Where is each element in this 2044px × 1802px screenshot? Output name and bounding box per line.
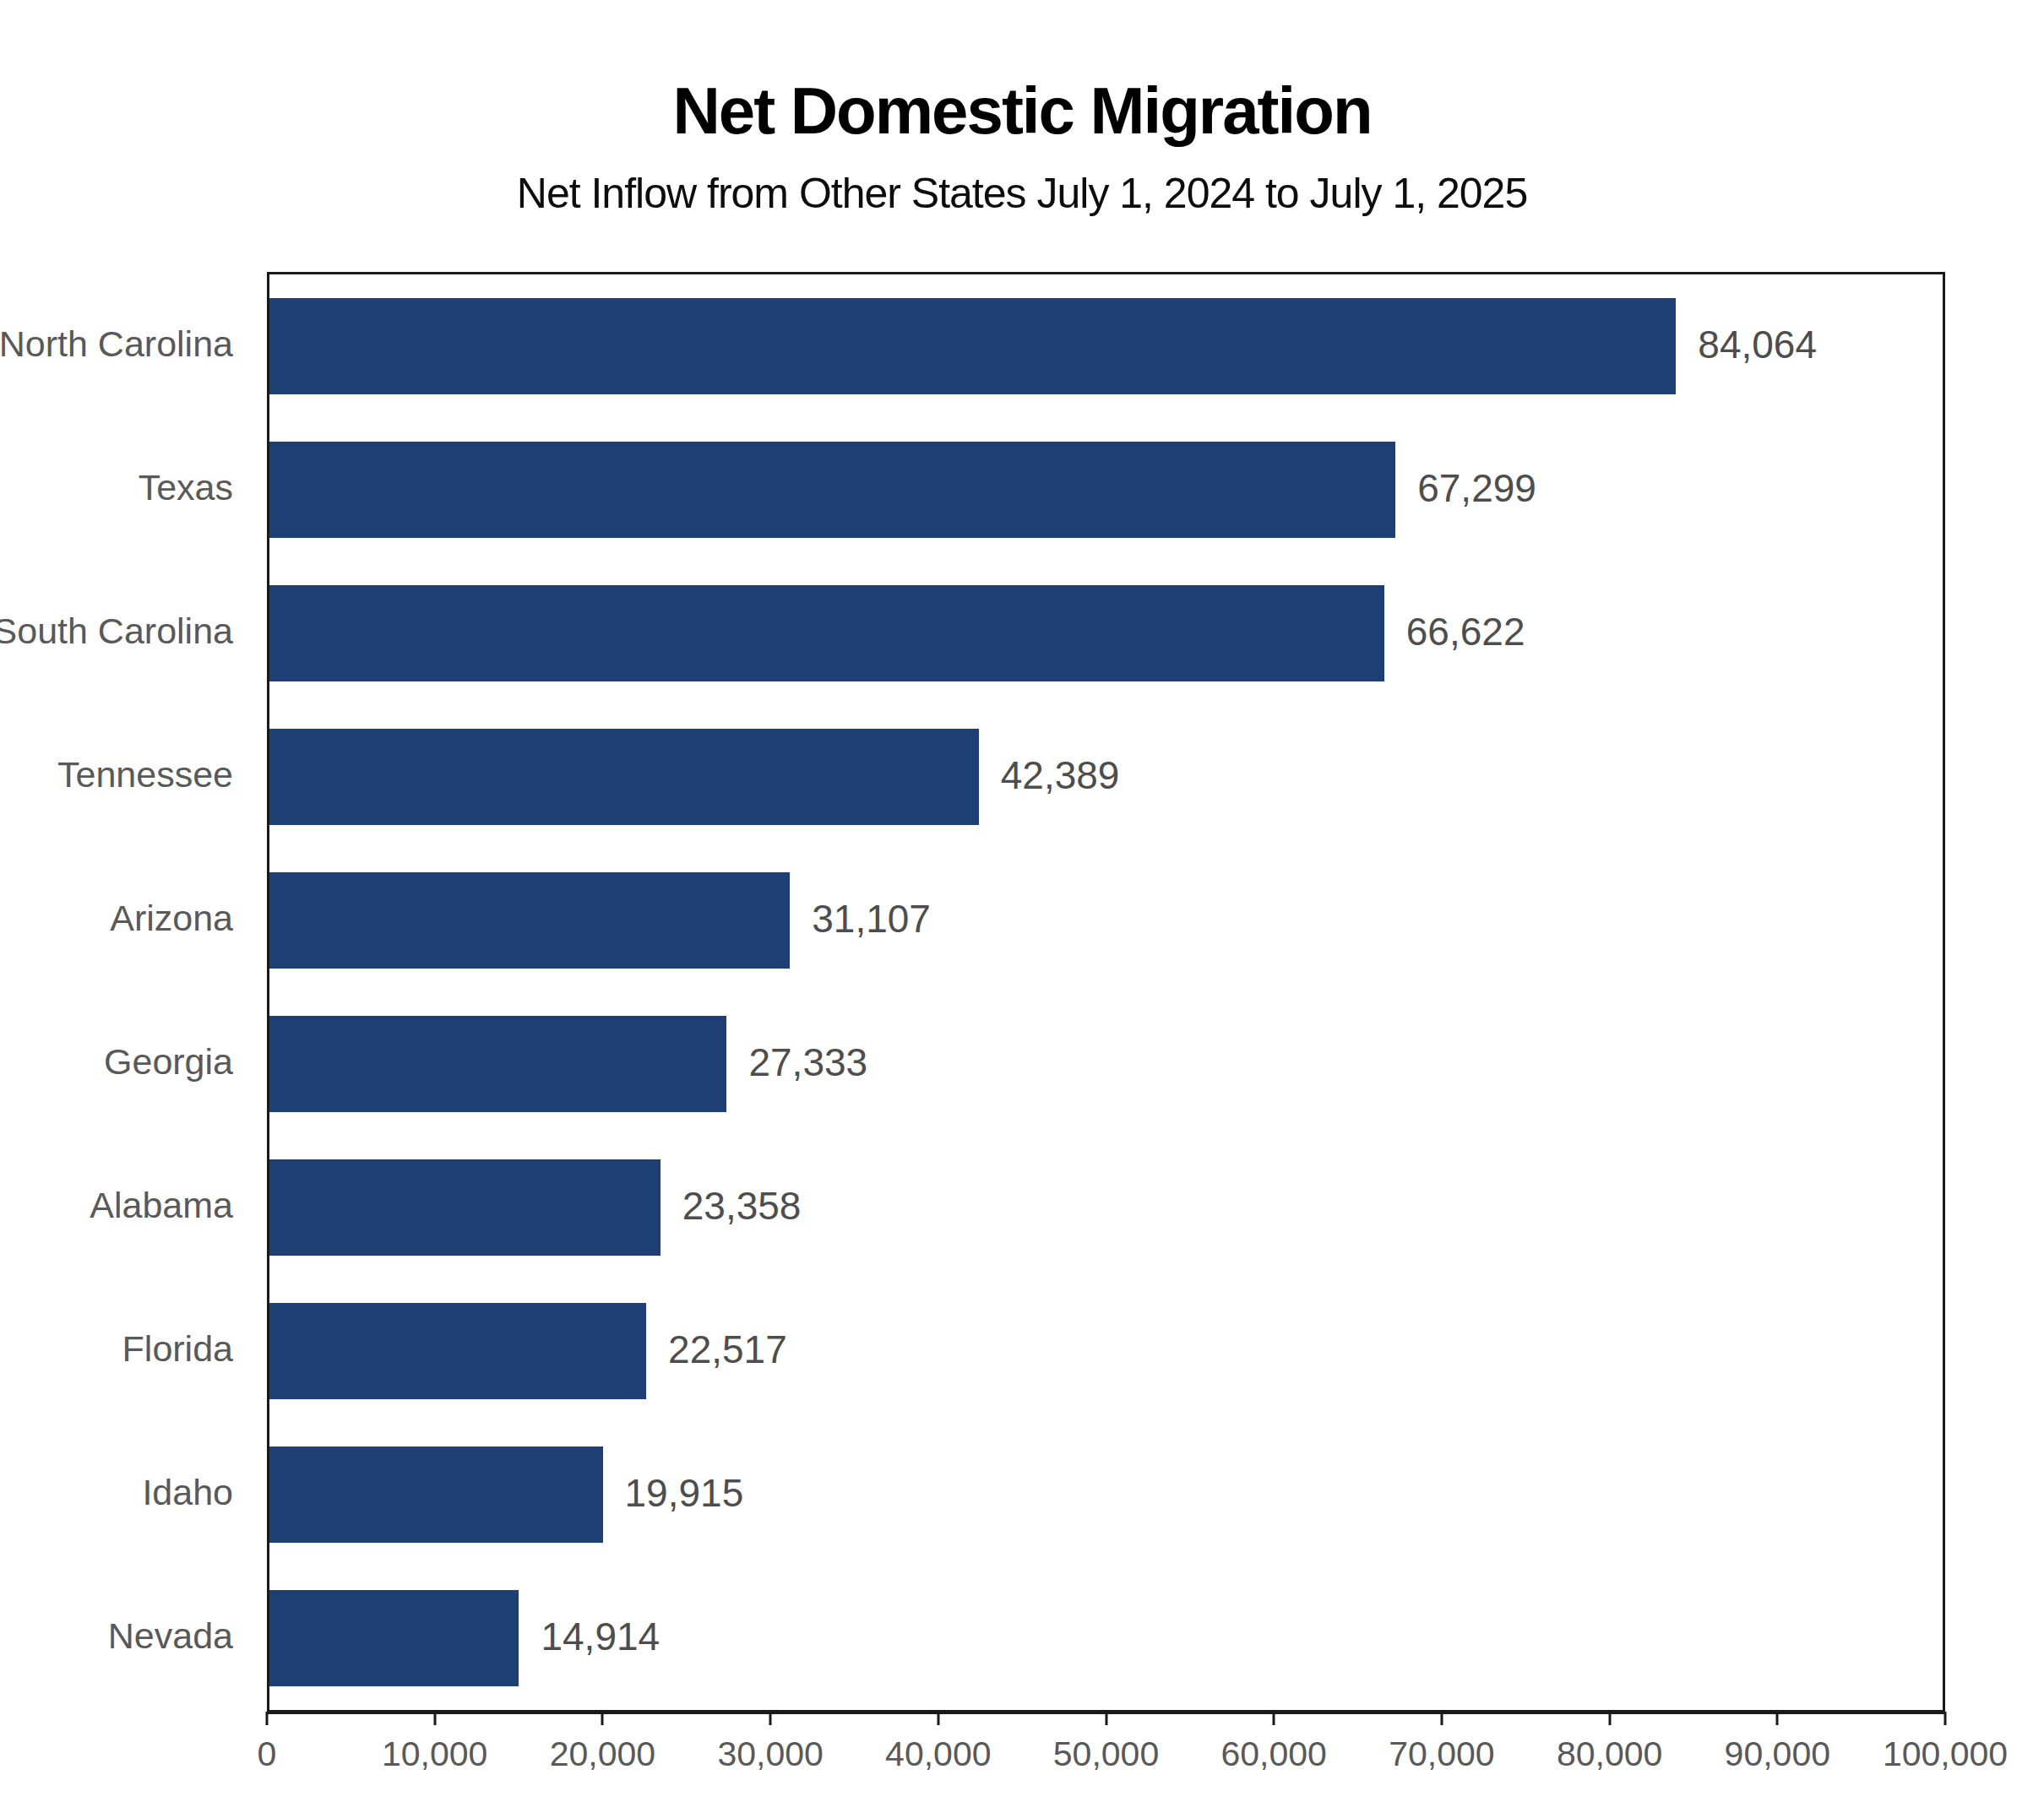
chart-subtitle: Net Inflow from Other States July 1, 202… — [0, 172, 2044, 214]
value-label-alabama: 23,358 — [682, 1186, 802, 1225]
category-label-south-carolina: South Carolina — [0, 559, 233, 703]
value-label-georgia: 27,333 — [748, 1043, 867, 1082]
x-tick-label: 90,000 — [1725, 1737, 1830, 1772]
bar-row-georgia: 27,333 — [269, 992, 1943, 1136]
x-tick-label: 100,000 — [1883, 1737, 2008, 1772]
x-tick-mark — [266, 1712, 269, 1725]
bar-tennessee — [269, 729, 979, 826]
x-tick-mark — [1776, 1712, 1779, 1725]
bar-row-south-carolina: 66,622 — [269, 562, 1943, 705]
x-axis: 010,00020,00030,00040,00050,00060,00070,… — [267, 1712, 1945, 1796]
bar-florida — [269, 1303, 646, 1400]
bar-nevada — [269, 1590, 519, 1687]
bar-texas — [269, 442, 1395, 539]
x-tick-label: 50,000 — [1053, 1737, 1159, 1772]
category-label-georgia: Georgia — [0, 990, 233, 1133]
bar-arizona — [269, 872, 790, 969]
x-tick-mark — [769, 1712, 772, 1725]
x-tick-mark — [433, 1712, 436, 1725]
bar-alabama — [269, 1159, 660, 1257]
x-tick-mark — [1608, 1712, 1611, 1725]
bar-south-carolina — [269, 585, 1384, 682]
category-label-florida: Florida — [0, 1277, 233, 1420]
value-label-south-carolina: 66,622 — [1406, 612, 1525, 651]
bar-row-alabama: 23,358 — [269, 1136, 1943, 1279]
value-label-tennessee: 42,389 — [1001, 756, 1120, 795]
bar-row-florida: 22,517 — [269, 1279, 1943, 1423]
value-label-texas: 67,299 — [1417, 469, 1536, 507]
y-axis-category-labels: North CarolinaTexasSouth CarolinaTenness… — [0, 272, 233, 1707]
bar-idaho — [269, 1446, 603, 1544]
x-tick-label: 60,000 — [1220, 1737, 1326, 1772]
x-tick-label: 40,000 — [885, 1737, 991, 1772]
value-label-north-carolina: 84,064 — [1698, 325, 1817, 364]
category-label-nevada: Nevada — [0, 1564, 233, 1707]
x-tick-label: 80,000 — [1557, 1737, 1662, 1772]
value-label-florida: 22,517 — [668, 1330, 787, 1369]
chart-title: Net Domestic Migration — [0, 78, 2044, 144]
bar-row-texas: 67,299 — [269, 418, 1943, 562]
x-tick-label: 20,000 — [550, 1737, 655, 1772]
x-tick-label: 70,000 — [1389, 1737, 1494, 1772]
x-tick-label: 0 — [258, 1737, 277, 1772]
plot-area: 84,064 67,299 66,622 42,389 31,107 27,333 23,3… — [267, 272, 1945, 1714]
category-label-north-carolina: North Carolina — [0, 272, 233, 415]
x-tick-label: 10,000 — [382, 1737, 487, 1772]
category-label-arizona: Arizona — [0, 846, 233, 990]
value-label-arizona: 31,107 — [812, 899, 931, 938]
category-label-texas: Texas — [0, 415, 233, 559]
x-tick-mark — [937, 1712, 939, 1725]
bar-row-arizona: 31,107 — [269, 849, 1943, 992]
bar-row-idaho: 19,915 — [269, 1423, 1943, 1566]
category-label-idaho: Idaho — [0, 1420, 233, 1564]
value-label-idaho: 19,915 — [625, 1474, 744, 1512]
x-tick-mark — [1105, 1712, 1107, 1725]
bar-north-carolina — [269, 298, 1676, 395]
bar-row-nevada: 14,914 — [269, 1566, 1943, 1710]
x-tick-mark — [1440, 1712, 1443, 1725]
category-label-alabama: Alabama — [0, 1133, 233, 1277]
bar-georgia — [269, 1016, 726, 1113]
x-tick-mark — [1944, 1712, 1947, 1725]
x-tick-mark — [601, 1712, 604, 1725]
x-tick-label: 30,000 — [717, 1737, 823, 1772]
category-label-tennessee: Tennessee — [0, 703, 233, 846]
x-tick-mark — [1273, 1712, 1275, 1725]
bar-row-tennessee: 42,389 — [269, 705, 1943, 849]
value-label-nevada: 14,914 — [541, 1617, 660, 1656]
chart-canvas: Net Domestic Migration Net Inflow from O… — [0, 0, 2044, 1802]
bar-row-north-carolina: 84,064 — [269, 274, 1943, 418]
